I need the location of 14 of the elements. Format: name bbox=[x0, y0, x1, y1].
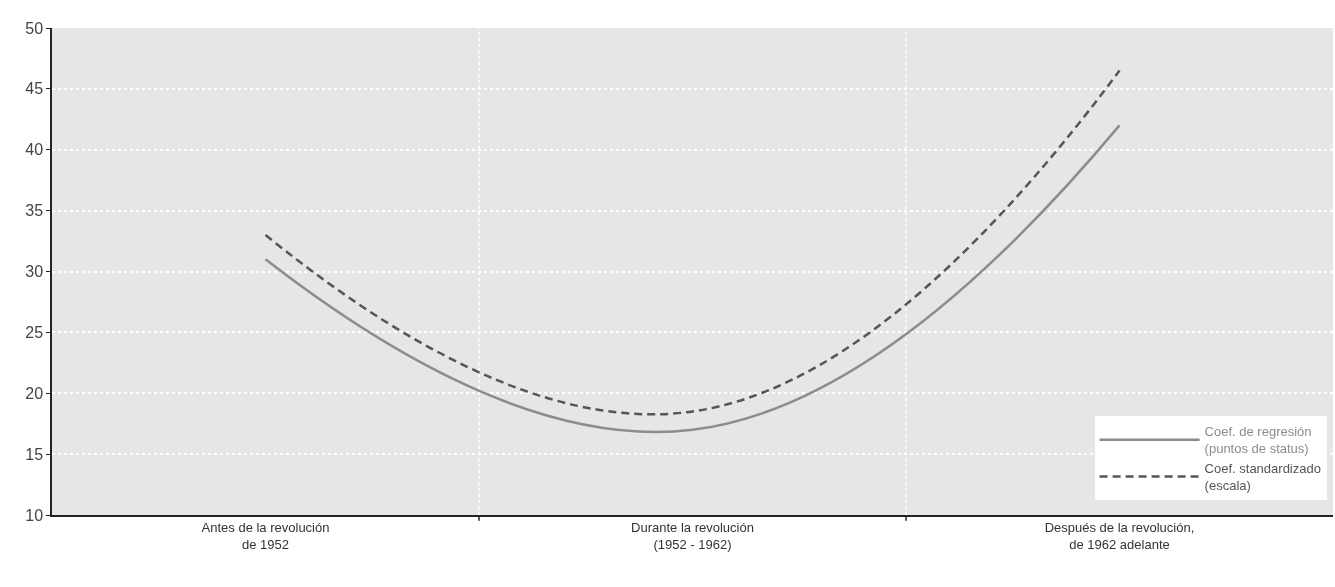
y-tick-label: 50 bbox=[25, 19, 44, 37]
x-tick-label: Antes de la revolución de 1952 bbox=[201, 520, 330, 553]
y-tick-label: 25 bbox=[25, 323, 44, 341]
y-tick-label: 40 bbox=[25, 141, 44, 159]
text: Coef. de regresión (puntos de status) bbox=[1204, 424, 1312, 457]
y-tick-label: 15 bbox=[25, 445, 44, 463]
y-tick-label: 20 bbox=[25, 384, 44, 402]
y-tick-label: 30 bbox=[25, 263, 44, 281]
y-tick-label: 45 bbox=[25, 80, 44, 98]
y-tick-label: 10 bbox=[25, 506, 44, 524]
text: Coef. standardizado (escala) bbox=[1204, 461, 1321, 494]
x-tick-label: Durante la revolución (1952 - 1962) bbox=[631, 520, 754, 553]
y-tick-label: 35 bbox=[25, 202, 44, 220]
x-tick-label: Después de la revolución, de 1962 adelante bbox=[1044, 520, 1195, 553]
